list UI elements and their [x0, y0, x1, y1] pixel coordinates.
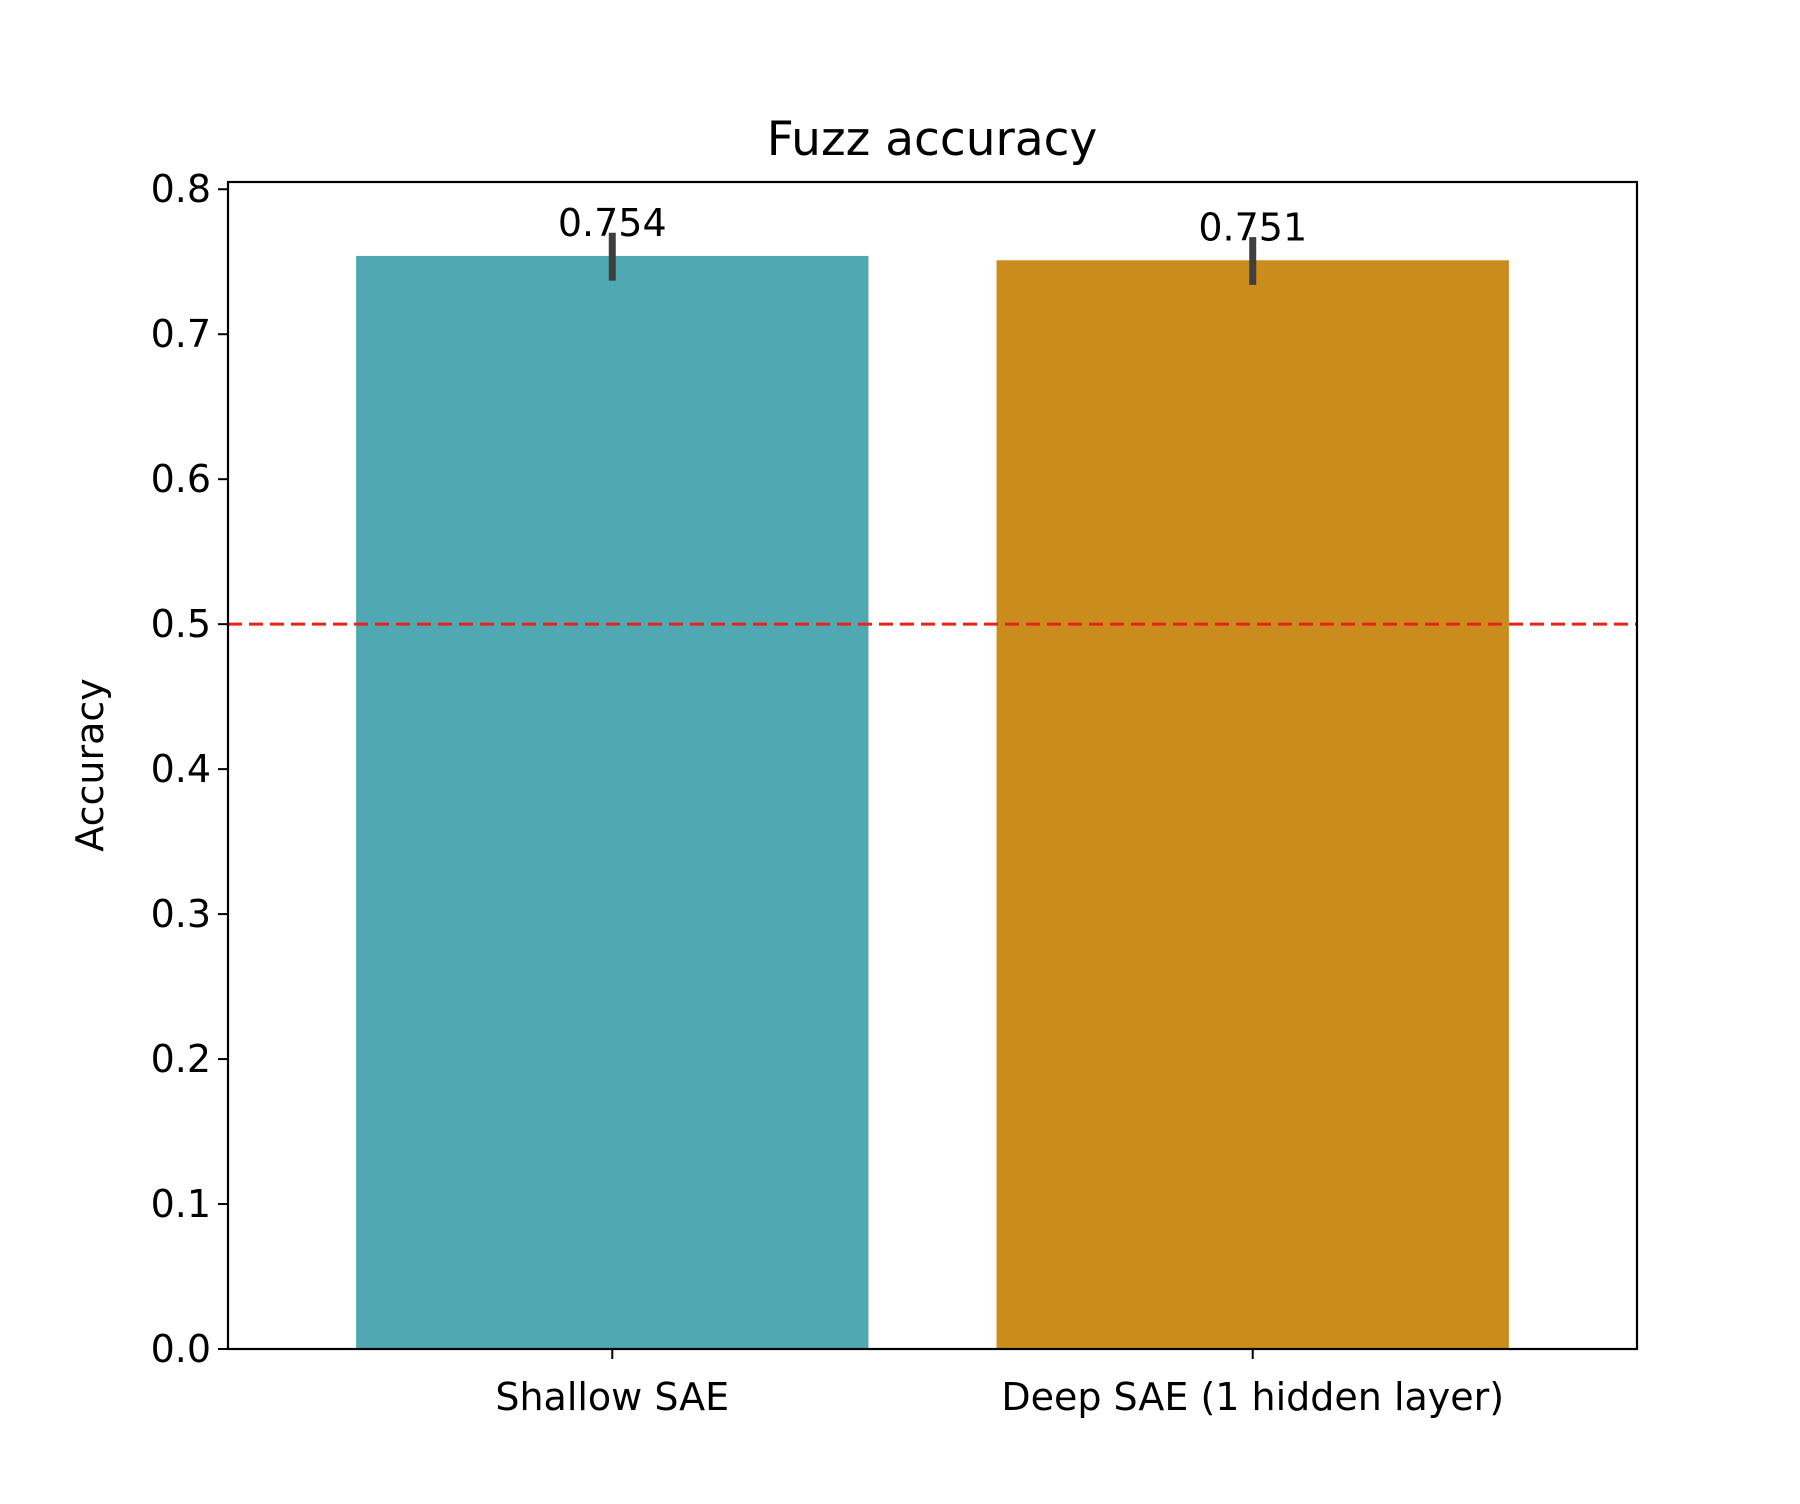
bar-1 [356, 255, 869, 1349]
y-tick-label-0: 0.0 [151, 1327, 211, 1371]
data-label-1: 0.754 [558, 201, 667, 245]
bar-2 [996, 260, 1509, 1350]
plot-frame [226, 180, 1639, 1351]
y-tick-label-3: 0.3 [151, 892, 211, 936]
data-label-2: 0.751 [1198, 205, 1307, 249]
y-tick-label-2: 0.2 [151, 1037, 211, 1081]
data-label-layer: 0.754 0.751 [558, 201, 1307, 249]
y-axis: 0.0 0.1 0.2 0.3 0.4 0.5 0.6 0.7 0.8 [151, 167, 228, 1371]
x-tick-label-1: Shallow SAE [495, 1375, 729, 1419]
x-axis: Shallow SAE Deep SAE (1 hidden layer) [495, 1349, 1504, 1419]
y-tick-label-1: 0.1 [151, 1182, 211, 1226]
y-tick-label-4: 0.4 [151, 747, 211, 791]
y-tick-label-7: 0.7 [151, 312, 211, 356]
error-bar-layer [608, 232, 1257, 285]
x-tick-label-2: Deep SAE (1 hidden layer) [1001, 1375, 1504, 1419]
chart-title: Fuzz accuracy [767, 112, 1098, 167]
bars-layer [356, 255, 1509, 1350]
y-tick-label-8: 0.8 [151, 167, 211, 211]
y-tick-label-5: 0.5 [151, 602, 211, 646]
y-tick-label-6: 0.6 [151, 457, 211, 501]
y-axis-label: Accuracy [68, 678, 112, 852]
